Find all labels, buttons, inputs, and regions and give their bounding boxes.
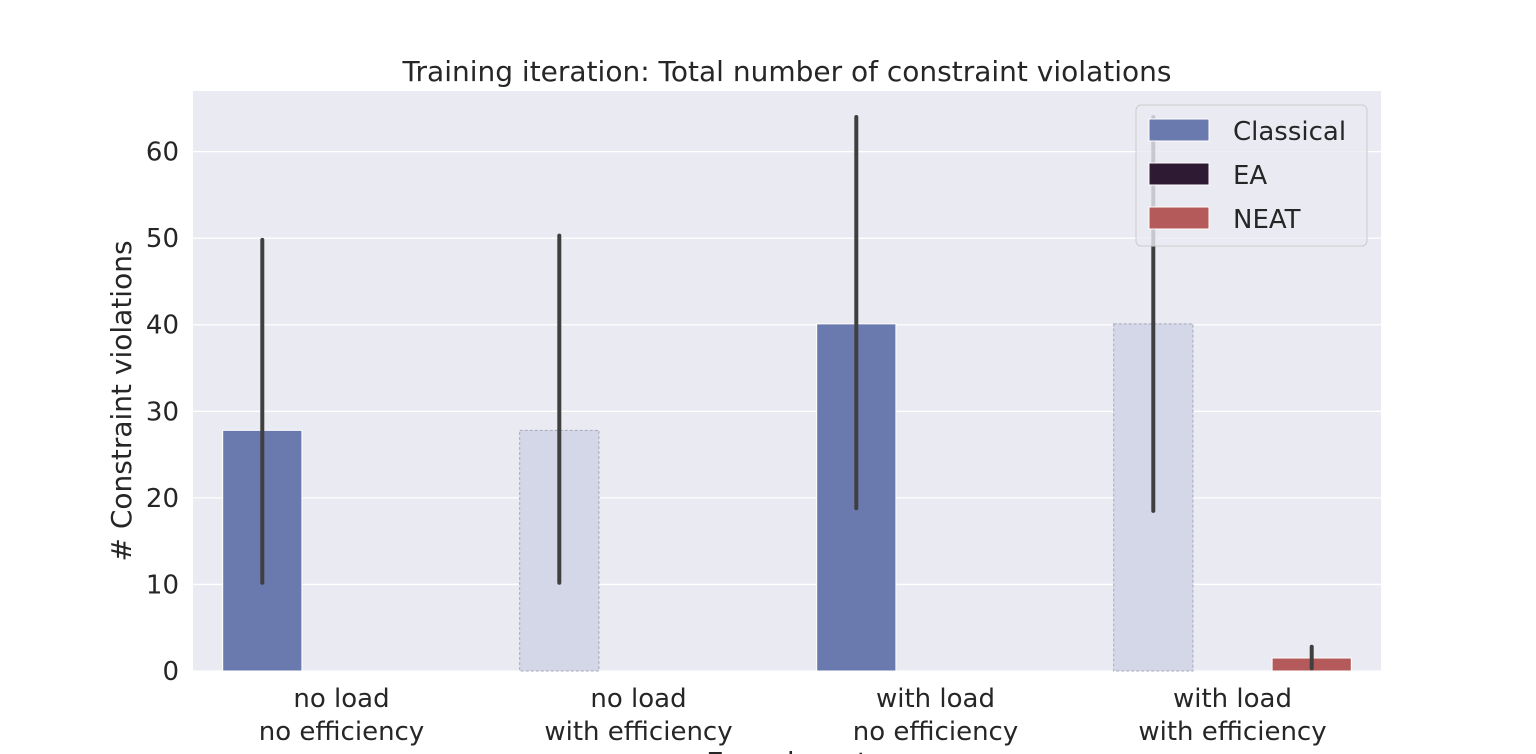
legend-swatch-neat bbox=[1148, 206, 1210, 230]
chart-title: Training iteration: Total number of cons… bbox=[402, 55, 1172, 88]
y-axis-label: # Constraint violations bbox=[105, 240, 138, 561]
x-tick-label: no load no efficiency bbox=[259, 684, 424, 747]
y-tick-label: 10 bbox=[146, 570, 179, 600]
legend-label-classical: Classical bbox=[1233, 117, 1346, 147]
x-tick-label: with load no efficiency bbox=[853, 684, 1018, 747]
x-tick-label: no load with efficiency bbox=[544, 684, 732, 747]
y-tick-label: 30 bbox=[146, 397, 179, 427]
x-tick-label: with load with efficiency bbox=[1138, 684, 1326, 747]
y-tick-label: 60 bbox=[146, 138, 179, 168]
legend-swatch-ea bbox=[1148, 162, 1210, 186]
legend: Classical EA NEAT bbox=[1135, 104, 1368, 247]
legend-label-ea: EA bbox=[1233, 161, 1267, 191]
y-tick-label: 20 bbox=[146, 484, 179, 514]
legend-label-neat: NEAT bbox=[1233, 205, 1301, 235]
y-tick-labels: 0 10 20 30 40 50 60 bbox=[146, 138, 179, 687]
x-tick-labels: no load no efficiency no load with efficien… bbox=[259, 684, 1327, 747]
legend-swatch-classical bbox=[1148, 118, 1210, 142]
y-tick-label: 40 bbox=[146, 311, 179, 341]
y-tick-label: 0 bbox=[162, 657, 179, 687]
x-axis-label: Experiment bbox=[706, 746, 868, 754]
y-tick-label: 50 bbox=[146, 224, 179, 254]
